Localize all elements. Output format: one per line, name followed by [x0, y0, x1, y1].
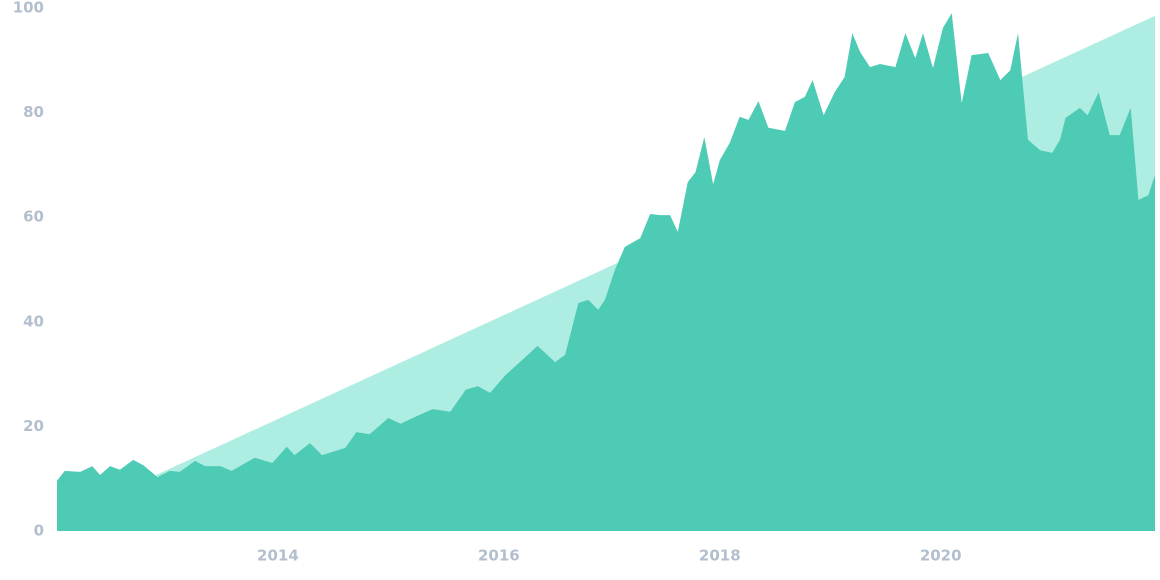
- x-tick-label: 2016: [478, 547, 520, 565]
- x-tick-label: 2020: [920, 547, 962, 565]
- x-tick-label: 2014: [257, 547, 299, 565]
- y-tick-label: 60: [23, 208, 44, 226]
- y-tick-label: 20: [23, 417, 44, 435]
- y-tick-label: 100: [13, 0, 44, 17]
- area: [57, 13, 1155, 532]
- y-tick-label: 40: [23, 312, 44, 330]
- y-tick-label: 0: [34, 522, 44, 540]
- x-tick-label: 2018: [699, 547, 741, 565]
- y-tick-label: 80: [23, 103, 44, 121]
